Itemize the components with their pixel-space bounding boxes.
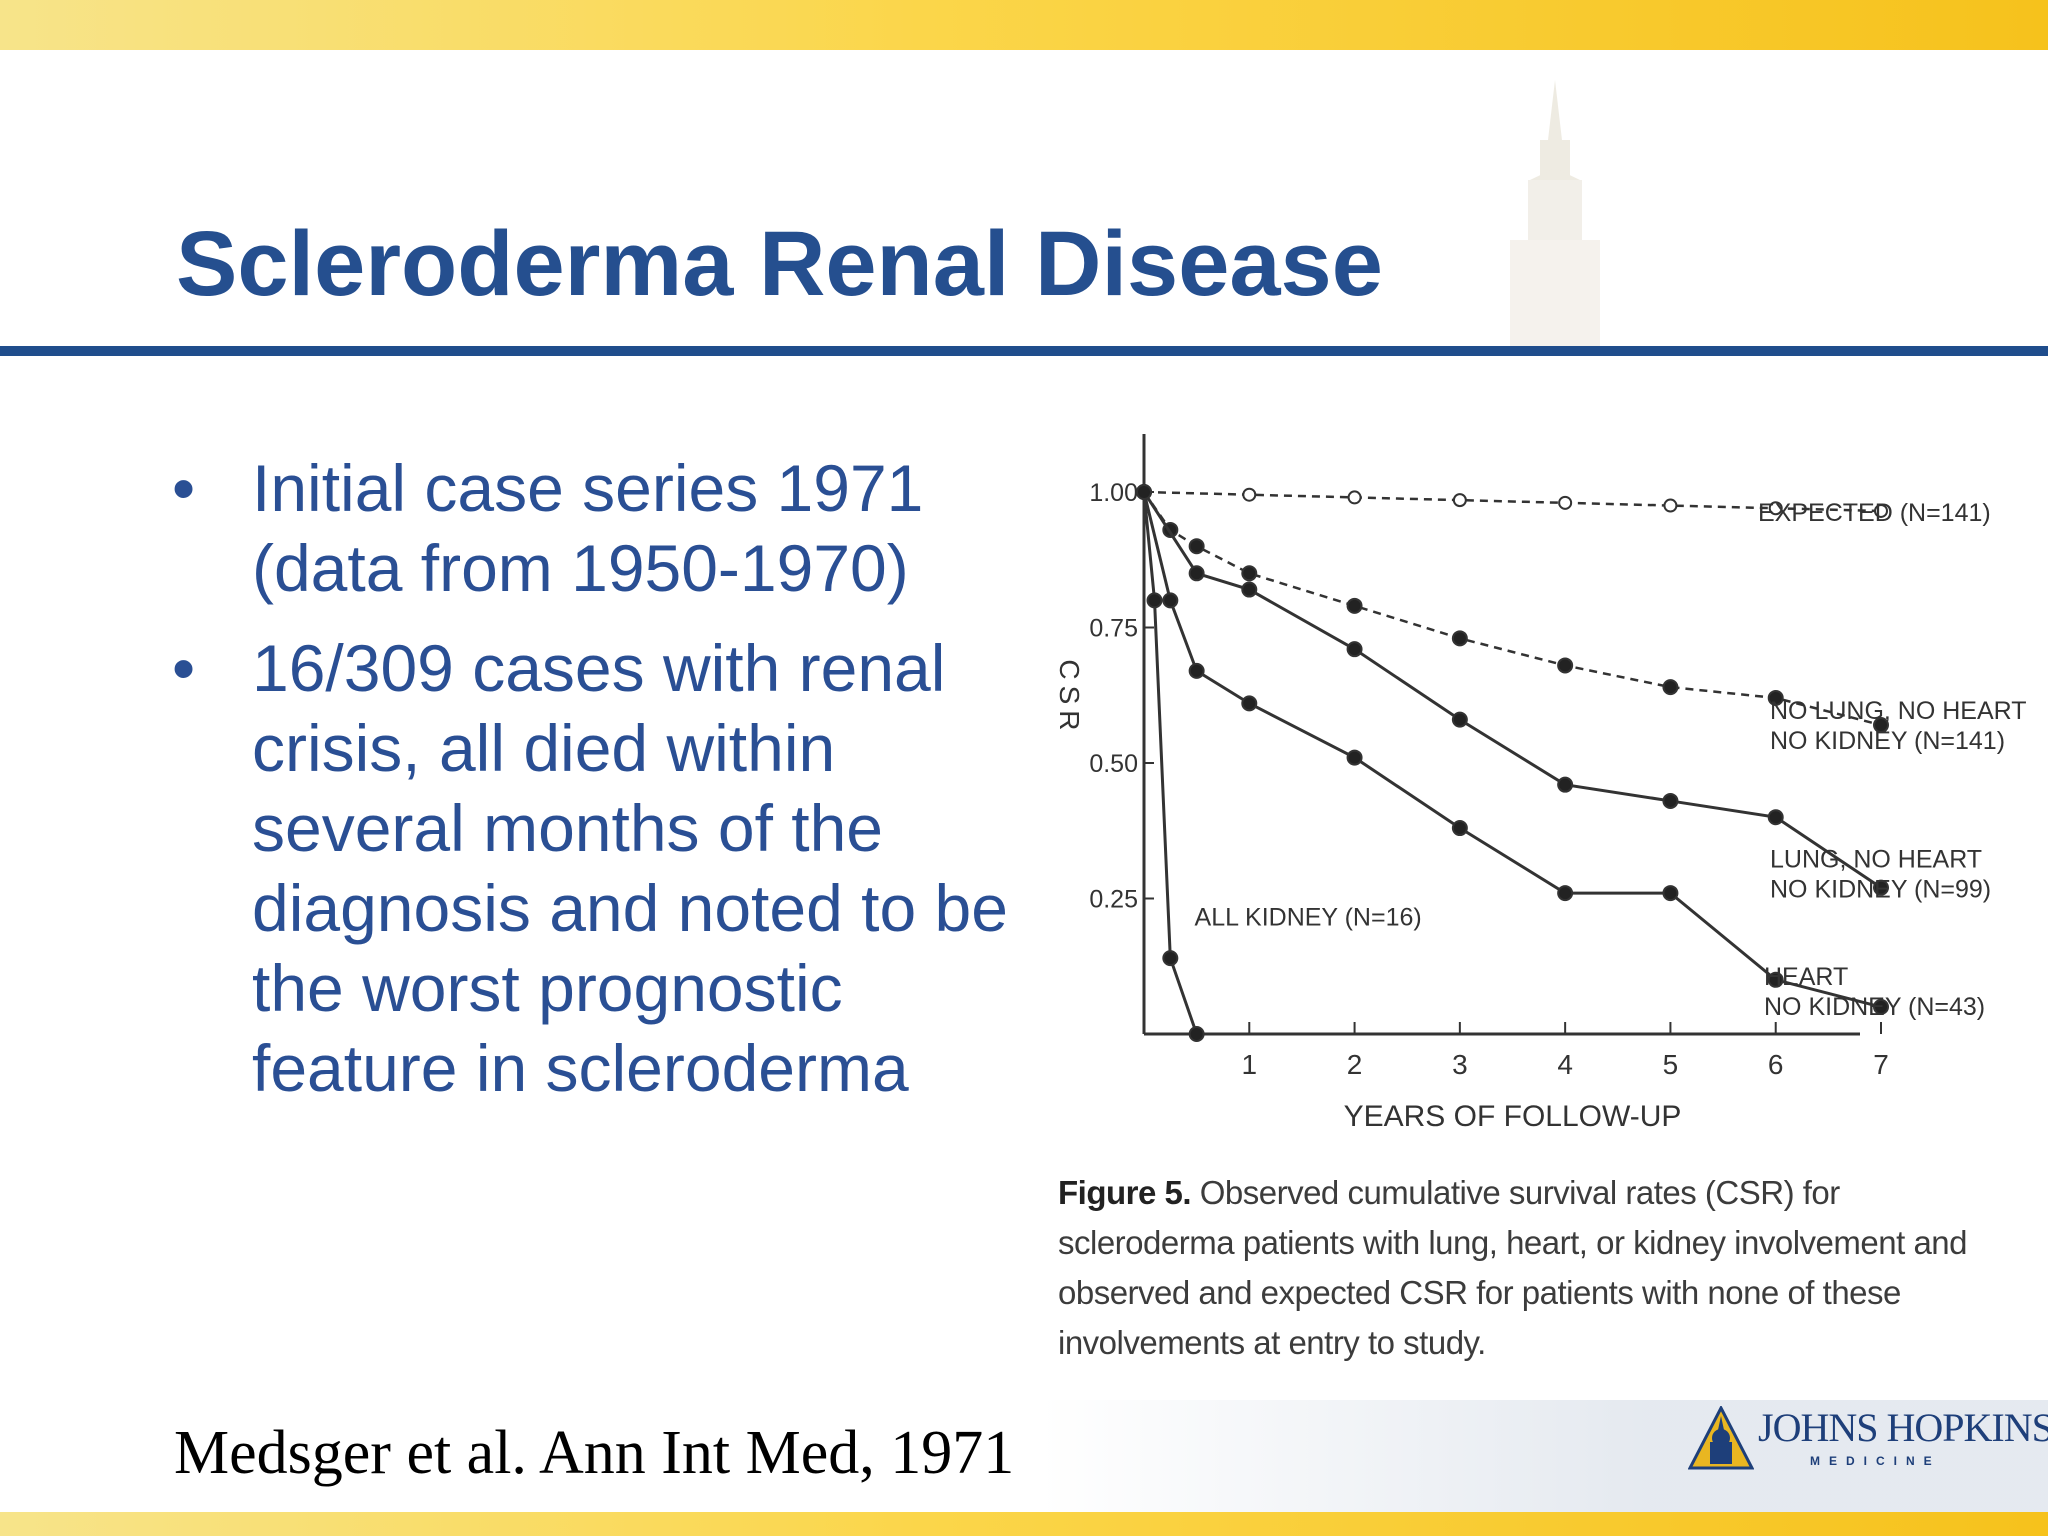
data-point	[1451, 630, 1468, 647]
data-point	[1873, 879, 1889, 896]
data-point	[1188, 662, 1205, 679]
footer-shade	[1040, 1400, 2048, 1512]
x-tick-label: 3	[1452, 1049, 1468, 1080]
data-point	[1767, 971, 1784, 988]
series-label: LUNG, NO HEART NO KIDNEY (N=99)	[1770, 846, 1991, 904]
data-point	[1346, 641, 1363, 658]
data-point	[1346, 749, 1363, 766]
data-point	[1557, 657, 1574, 674]
series-line	[1142, 491, 1882, 1009]
data-point	[1242, 487, 1257, 502]
y-tick-label: 0.75	[1089, 615, 1138, 643]
figure-caption: Figure 5. Observed cumulative survival r…	[1058, 1168, 1998, 1368]
data-point	[1188, 538, 1205, 555]
data-point	[1873, 717, 1889, 734]
slide-title: Scleroderma Renal Disease	[176, 212, 1383, 315]
caption-text: Observed cumulative survival rates (CSR)…	[1058, 1174, 1968, 1361]
data-point	[1347, 490, 1362, 505]
y-tick-label: 0.50	[1089, 750, 1138, 778]
data-point	[1557, 885, 1574, 902]
y-tick-label: 1.00	[1089, 479, 1138, 507]
data-point	[1136, 484, 1152, 500]
x-tick-label: 2	[1347, 1049, 1363, 1080]
title-rule	[0, 346, 2048, 356]
caption-label: Figure 5.	[1058, 1174, 1192, 1211]
survival-chart: 1 2 3 4 5 6 7 1.00 0.75 0.50 0.25 YEARS OF FOLLOW-U…	[1040, 410, 2040, 1166]
data-point	[1874, 503, 1888, 518]
series-label: ALL KIDNEY (N=16)	[1195, 904, 1422, 932]
data-point	[1768, 501, 1783, 516]
data-point	[1188, 565, 1205, 582]
series-line	[1142, 491, 1882, 727]
bottom-color-band	[0, 1512, 2048, 1536]
series-line	[1143, 490, 1882, 513]
logo-subtitle: MEDICINE	[1810, 1454, 1941, 1468]
data-point	[1558, 495, 1573, 510]
series-label: HEART NO KIDNEY (N=43)	[1764, 963, 1985, 1021]
data-point	[1557, 776, 1574, 793]
chart-svg: 1 2 3 4 5 6 7 1.00 0.75 0.50 0.25 YEARS OF FOLLOW-U…	[1054, 434, 2027, 1133]
top-color-band	[0, 0, 2048, 50]
logo-name: JOHNS HOPKINS	[1758, 1405, 2048, 1450]
data-point	[1452, 493, 1467, 508]
data-point	[1146, 592, 1163, 609]
data-point	[1162, 950, 1179, 967]
data-point	[1663, 498, 1678, 513]
bullet-symbol: •	[172, 451, 196, 525]
data-point	[1162, 592, 1179, 609]
bullet-list: • Initial case series 1971 (data from 19…	[172, 448, 1012, 1128]
data-point	[1346, 597, 1363, 614]
x-tick-label: 6	[1768, 1049, 1784, 1080]
x-tick-label: 4	[1557, 1049, 1573, 1080]
series-label: NO LUNG, NO HEART NO KIDNEY (N=141)	[1770, 697, 2027, 755]
citation: Medsger et al. Ann Int Med, 1971	[174, 1419, 1015, 1487]
series-label: EXPECTED (N=141)	[1758, 499, 1991, 527]
data-point	[1767, 809, 1784, 826]
data-point	[1241, 695, 1258, 712]
shield-logo-icon	[1688, 1406, 1754, 1470]
bullet-item: • Initial case series 1971 (data from 19…	[172, 448, 1012, 608]
series-line	[1142, 491, 1882, 889]
x-axis-title: YEARS OF FOLLOW-UP	[1344, 1100, 1682, 1133]
data-point	[1241, 581, 1258, 598]
y-tick-label: 0.25	[1089, 886, 1138, 914]
bullet-item: • 16/309 cases with renal crisis, all di…	[172, 628, 1012, 1108]
bullet-text: Initial case series 1971 (data from 1950…	[252, 451, 924, 605]
bullet-symbol: •	[172, 631, 196, 705]
data-point	[1188, 1026, 1205, 1042]
data-point	[1662, 885, 1679, 902]
data-point	[1767, 689, 1784, 706]
data-point	[1662, 679, 1679, 696]
x-tick-label: 7	[1873, 1049, 1889, 1080]
watermark-steeple	[1510, 80, 1600, 346]
bullet-text: 16/309 cases with renal crisis, all died…	[252, 631, 1008, 1105]
data-point	[1662, 792, 1679, 809]
johns-hopkins-logo: JOHNS HOPKINS MEDICINE	[1688, 1400, 2048, 1482]
data-point	[1451, 820, 1468, 837]
data-point	[1451, 711, 1468, 728]
data-point	[1241, 565, 1258, 582]
x-tick-label: 1	[1241, 1049, 1257, 1080]
y-axis-title: CSR	[1054, 659, 1085, 736]
x-tick-label: 5	[1663, 1049, 1679, 1080]
series-line	[1142, 491, 1199, 1035]
data-point	[1873, 998, 1889, 1015]
